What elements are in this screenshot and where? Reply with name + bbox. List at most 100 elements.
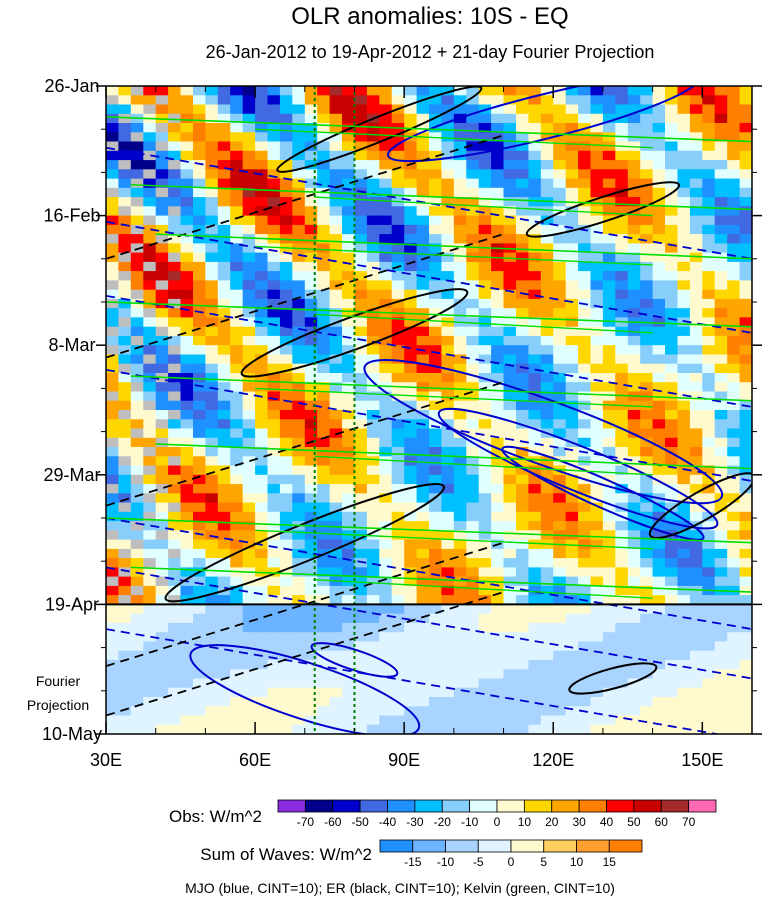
obs-cell [329, 585, 343, 596]
obs-cell [689, 197, 703, 207]
projection-cell [540, 697, 554, 707]
obs-cell [255, 298, 269, 309]
obs-cell [702, 345, 716, 356]
projection-cell [379, 604, 393, 615]
obs-cell [727, 400, 741, 411]
obs-cell [466, 123, 480, 133]
projection-cell [565, 613, 579, 624]
obs-cell [404, 539, 418, 550]
kelvin-contour [255, 529, 653, 550]
obs-cell [230, 447, 244, 457]
projection-cell [590, 632, 604, 643]
obs-cell [652, 595, 666, 605]
projection-cell [478, 706, 492, 717]
obs-cell [739, 484, 752, 494]
obs-cell [540, 86, 554, 96]
obs-cell [528, 178, 542, 189]
obs-cell [602, 595, 616, 605]
obs-cell [205, 317, 219, 328]
obs-cell [478, 86, 492, 96]
obs-cell [553, 567, 567, 578]
obs-cell [279, 465, 293, 476]
obs-cell [130, 576, 144, 587]
obs-cell [602, 271, 616, 281]
obs-cell [466, 169, 480, 180]
obs-cell [391, 391, 405, 402]
obs-cell [317, 132, 331, 143]
projection-cell [329, 687, 343, 698]
obs-cell [391, 132, 405, 143]
obs-cell [342, 456, 355, 467]
obs-cell [317, 178, 331, 189]
obs-cell [714, 595, 728, 605]
obs-cell [540, 317, 554, 328]
obs-cell [590, 558, 604, 568]
projection-cell [553, 641, 567, 652]
projection-cell [590, 669, 604, 680]
projection-cell [255, 687, 269, 698]
obs-cell [441, 160, 455, 170]
obs-cell [689, 373, 703, 383]
obs-cell [143, 123, 157, 133]
obs-cell [379, 187, 393, 198]
obs-cell [602, 104, 616, 115]
projection-cell [602, 604, 616, 615]
obs-cell [528, 104, 542, 115]
obs-cell [453, 447, 467, 457]
obs-cell [193, 391, 206, 402]
obs-cell [106, 558, 119, 568]
obs-cell [739, 178, 752, 189]
obs-cell [540, 141, 554, 152]
projection-cell [317, 715, 331, 726]
obs-cell [168, 317, 182, 328]
obs-cell [478, 95, 492, 106]
projection-cell [342, 650, 355, 661]
obs-cell [255, 484, 269, 494]
obs-cell [739, 437, 752, 448]
projection-cell [366, 604, 380, 615]
obs-cell [242, 521, 256, 531]
obs-cell [590, 160, 604, 170]
projection-cell [279, 659, 293, 670]
obs-cell [739, 548, 752, 559]
obs-cell [205, 150, 219, 161]
obs-cell [702, 511, 716, 522]
projection-cell [441, 715, 455, 726]
projection-cell [578, 697, 592, 707]
obs-cell [677, 502, 691, 513]
obs-cell [739, 530, 752, 541]
obs-cell [702, 234, 716, 244]
obs-cell [404, 502, 418, 513]
obs-cell [130, 382, 144, 393]
obs-cell [516, 224, 529, 235]
projection-cell [279, 697, 293, 707]
obs-cell [205, 567, 219, 578]
obs-cell [416, 252, 430, 263]
obs-cell [652, 474, 666, 485]
obs-cell [130, 104, 144, 115]
obs-colorbar-level-label: -10 [461, 815, 479, 829]
obs-cell [143, 428, 157, 439]
x-axis: 30E 60E 90E 120E 150E [90, 86, 723, 770]
obs-cell [217, 373, 231, 383]
obs-cell [602, 335, 616, 346]
obs-cell [453, 530, 467, 541]
projection-cell [279, 715, 293, 726]
obs-cell [366, 400, 380, 411]
obs-cell [292, 252, 306, 263]
obs-cell [366, 86, 380, 96]
obs-cell [602, 558, 616, 568]
obs-cell [366, 511, 380, 522]
obs-cell [180, 447, 194, 457]
projection-cell [217, 715, 231, 726]
projection-cell [230, 650, 244, 661]
projection-cell [565, 678, 579, 689]
obs-cell [689, 160, 703, 170]
obs-cell [391, 335, 405, 346]
obs-cell [665, 465, 678, 476]
obs-cell [441, 354, 455, 365]
obs-cell [528, 363, 542, 374]
obs-cell [193, 345, 206, 356]
obs-cell [503, 317, 517, 328]
obs-cell [267, 252, 281, 263]
